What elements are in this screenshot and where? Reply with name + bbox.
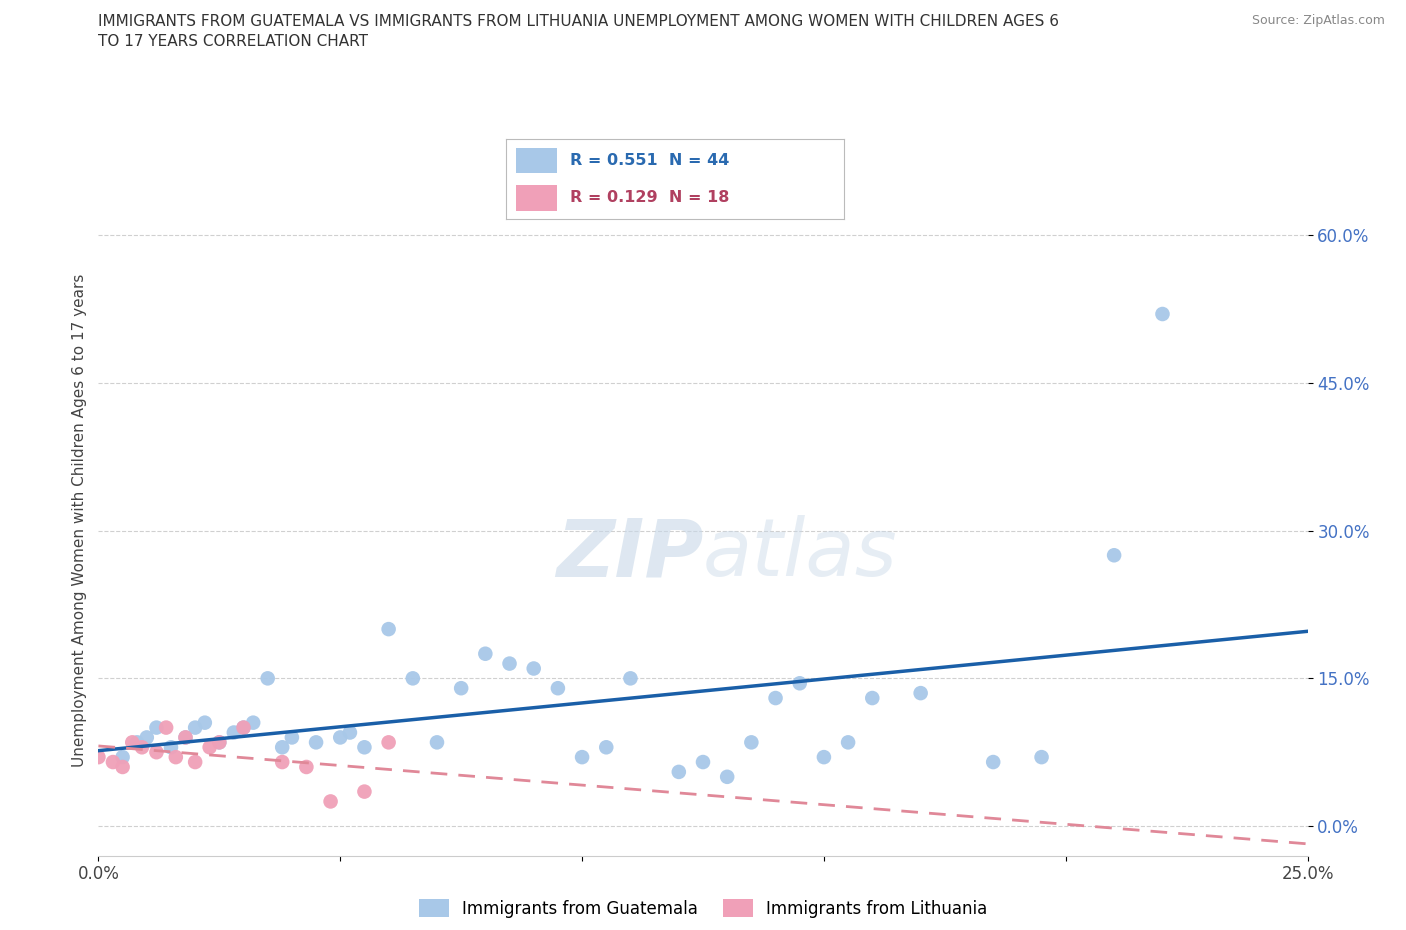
Point [198, 740, 221, 755]
Point [523, 661, 546, 676]
Point [208, 735, 231, 750]
Point [860, 691, 883, 706]
Point [101, 754, 124, 769]
Point [498, 657, 520, 671]
Point [174, 730, 197, 745]
Point [813, 750, 835, 764]
Point [329, 730, 352, 745]
Point [1031, 750, 1053, 764]
Text: IMMIGRANTS FROM GUATEMALA VS IMMIGRANTS FROM LITHUANIA UNEMPLOYMENT AMONG WOMEN : IMMIGRANTS FROM GUATEMALA VS IMMIGRANTS … [98, 14, 1059, 29]
Point [184, 754, 207, 769]
Text: Source: ZipAtlas.com: Source: ZipAtlas.com [1251, 14, 1385, 27]
Point [232, 720, 254, 735]
Point [716, 769, 738, 784]
Point [295, 760, 318, 775]
Point [547, 681, 569, 696]
Point [740, 735, 762, 750]
Point [377, 621, 399, 636]
Legend: Immigrants from Guatemala, Immigrants from Lithuania: Immigrants from Guatemala, Immigrants fr… [412, 893, 994, 924]
Point [305, 735, 328, 750]
Point [184, 720, 207, 735]
Point [127, 735, 149, 750]
Point [165, 750, 187, 764]
FancyBboxPatch shape [516, 185, 557, 211]
Point [353, 740, 375, 755]
Point [619, 671, 641, 685]
Point [402, 671, 425, 685]
Point [474, 646, 496, 661]
Point [426, 735, 449, 750]
Point [111, 760, 134, 775]
Point [135, 730, 157, 745]
Point [242, 715, 264, 730]
Point [256, 671, 278, 685]
Point [131, 740, 153, 755]
Point [208, 735, 231, 750]
Text: TO 17 YEARS CORRELATION CHART: TO 17 YEARS CORRELATION CHART [98, 34, 368, 49]
Point [111, 750, 134, 764]
Point [668, 764, 690, 779]
Point [145, 745, 167, 760]
Point [121, 735, 143, 750]
Point [232, 720, 254, 735]
Y-axis label: Unemployment Among Women with Children Ages 6 to 17 years: Unemployment Among Women with Children A… [72, 274, 87, 767]
Point [155, 720, 177, 735]
Point [339, 725, 361, 740]
Point [450, 681, 472, 696]
Point [271, 754, 294, 769]
Point [1152, 307, 1174, 322]
Point [87, 750, 110, 764]
Point [837, 735, 859, 750]
Point [595, 740, 617, 755]
FancyBboxPatch shape [516, 148, 557, 174]
Point [145, 720, 167, 735]
Point [160, 740, 183, 755]
Point [353, 784, 375, 799]
Point [271, 740, 294, 755]
Point [174, 730, 197, 745]
Point [319, 794, 342, 809]
Point [789, 676, 811, 691]
Point [910, 685, 932, 700]
Point [765, 691, 787, 706]
Text: atlas: atlas [703, 515, 898, 593]
Point [571, 750, 593, 764]
Text: R = 0.129  N = 18: R = 0.129 N = 18 [571, 191, 730, 206]
Point [377, 735, 399, 750]
Point [1102, 548, 1125, 563]
Point [981, 754, 1004, 769]
Point [281, 730, 304, 745]
Text: R = 0.551  N = 44: R = 0.551 N = 44 [571, 153, 730, 168]
Point [222, 725, 245, 740]
Point [692, 754, 714, 769]
Point [194, 715, 217, 730]
Text: ZIP: ZIP [555, 515, 703, 593]
